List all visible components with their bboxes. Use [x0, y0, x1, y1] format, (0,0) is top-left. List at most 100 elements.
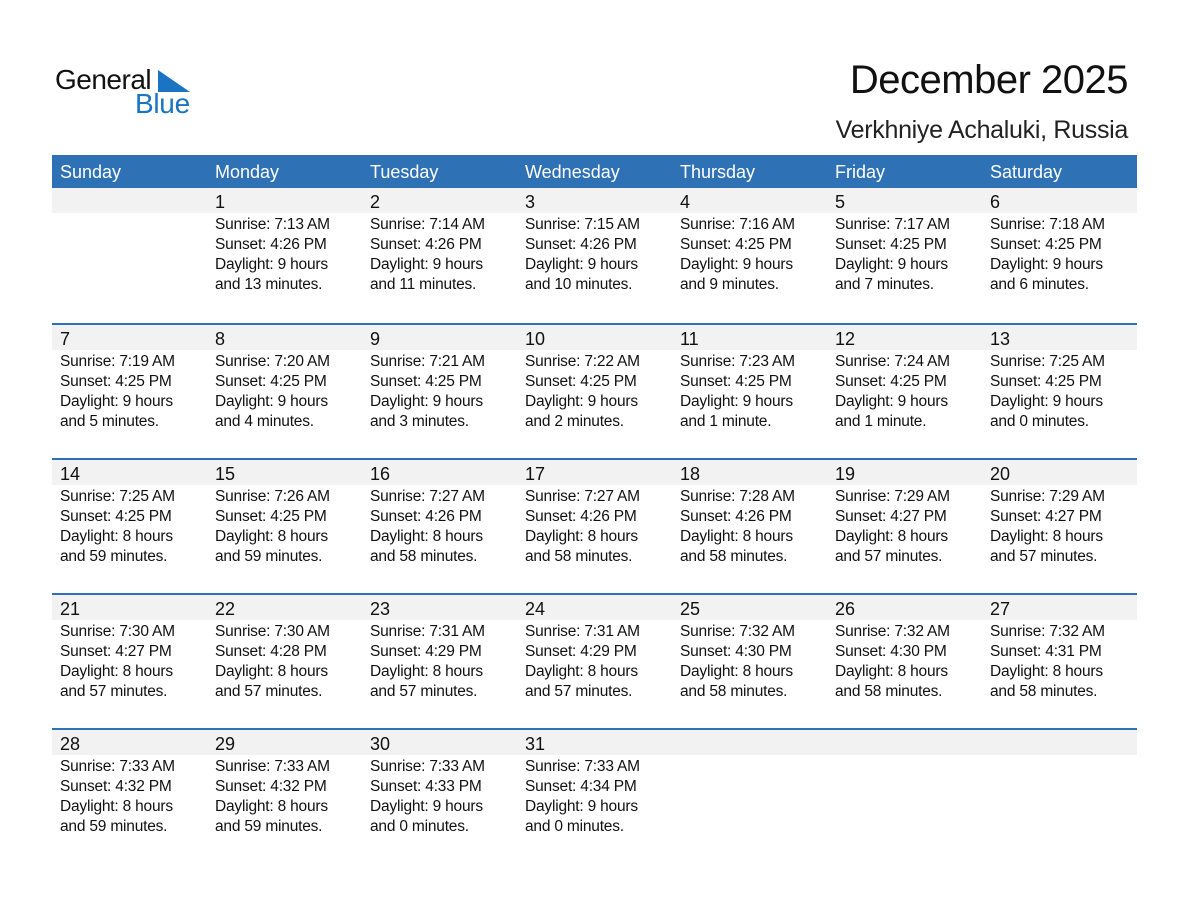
logo-word-blue: Blue — [135, 88, 190, 119]
day-number: 1 — [215, 192, 226, 212]
date-band — [52, 325, 1137, 350]
daylight-minutes: and 58 minutes. — [835, 683, 943, 700]
daylight-minutes: and 1 minute. — [680, 413, 772, 430]
day-cell: 15 Sunrise: 7:26 AM Sunset: 4:25 PM Dayligh… — [207, 460, 362, 567]
daylight-hours: Daylight: 8 hours — [525, 528, 638, 545]
daylight-minutes: and 7 minutes. — [835, 276, 934, 293]
daylight-hours: Daylight: 9 hours — [370, 798, 483, 815]
sunrise-time: Sunrise: 7:16 AM — [680, 216, 795, 233]
page-title: December 2025 — [849, 58, 1129, 102]
day-cell: 8 Sunrise: 7:20 AM Sunset: 4:25 PM Daylight… — [207, 325, 362, 432]
day-cell: 12 Sunrise: 7:24 AM Sunset: 4:25 PM Dayligh… — [827, 325, 982, 432]
day-cell: 6 Sunrise: 7:18 AM Sunset: 4:25 PM Daylight… — [982, 188, 1137, 295]
sunrise-time: Sunrise: 7:20 AM — [215, 353, 330, 370]
daylight-minutes: and 6 minutes. — [990, 276, 1089, 293]
day-number: 17 — [525, 464, 546, 484]
weekday-header-row: Sunday Monday Tuesday Wednesday Thursday Frid… — [52, 155, 1137, 188]
day-number: 19 — [835, 464, 856, 484]
day-number: 24 — [525, 599, 546, 619]
day-cell: 26 Sunrise: 7:32 AM Sunset: 4:30 PM Dayligh… — [827, 595, 982, 702]
daylight-minutes: and 1 minute. — [835, 413, 927, 430]
day-number: 4 — [680, 192, 691, 212]
daylight-minutes: and 5 minutes. — [60, 413, 159, 430]
sunrise-time: Sunrise: 7:15 AM — [525, 216, 640, 233]
daylight-hours: Daylight: 8 hours — [215, 798, 328, 815]
sunrise-time: Sunrise: 7:32 AM — [835, 623, 950, 640]
logo-triangle-icon — [158, 70, 190, 92]
day-cell: 5 Sunrise: 7:17 AM Sunset: 4:25 PM Daylight… — [827, 188, 982, 295]
day-cell: 29 Sunrise: 7:33 AM Sunset: 4:32 PM Dayligh… — [207, 730, 362, 837]
daylight-hours: Daylight: 9 hours — [680, 393, 793, 410]
daylight-minutes: and 58 minutes. — [525, 548, 633, 565]
week-row: 7 Sunrise: 7:19 AM Sunset: 4:25 PM Daylight… — [52, 323, 1137, 458]
weekday-header-sunday: Sunday — [60, 162, 122, 182]
day-cell: 17 Sunrise: 7:27 AM Sunset: 4:26 PM Dayligh… — [517, 460, 672, 567]
daylight-minutes: and 11 minutes. — [370, 276, 477, 293]
sunrise-time: Sunrise: 7:32 AM — [680, 623, 795, 640]
sunset-time: Sunset: 4:30 PM — [680, 643, 792, 660]
day-cell: 1 Sunrise: 7:13 AM Sunset: 4:26 PM Daylight… — [207, 188, 362, 295]
sunset-time: Sunset: 4:26 PM — [370, 236, 482, 253]
daylight-hours: Daylight: 8 hours — [215, 528, 328, 545]
day-number: 27 — [990, 599, 1011, 619]
sunrise-time: Sunrise: 7:19 AM — [60, 353, 175, 370]
sunset-time: Sunset: 4:26 PM — [370, 508, 482, 525]
day-number: 9 — [370, 329, 381, 349]
sunrise-time: Sunrise: 7:30 AM — [60, 623, 175, 640]
daylight-minutes: and 0 minutes. — [525, 818, 624, 835]
day-cell: 9 Sunrise: 7:21 AM Sunset: 4:25 PM Daylight… — [362, 325, 517, 432]
date-band — [52, 595, 1137, 620]
day-number: 12 — [835, 329, 856, 349]
date-band — [52, 460, 1137, 485]
logo-word-general: General — [55, 64, 152, 95]
sunset-time: Sunset: 4:27 PM — [835, 508, 947, 525]
week-row: 21 Sunrise: 7:30 AM Sunset: 4:27 PM Dayligh… — [52, 593, 1137, 728]
day-cell: 18 Sunrise: 7:28 AM Sunset: 4:26 PM Dayligh… — [672, 460, 827, 567]
daylight-hours: Daylight: 9 hours — [215, 393, 328, 410]
daylight-hours: Daylight: 9 hours — [525, 798, 638, 815]
daylight-minutes: and 58 minutes. — [680, 683, 788, 700]
day-cell: 27 Sunrise: 7:32 AM Sunset: 4:31 PM Dayligh… — [982, 595, 1137, 702]
day-cell: 3 Sunrise: 7:15 AM Sunset: 4:26 PM Daylight… — [517, 188, 672, 295]
daylight-hours: Daylight: 8 hours — [835, 528, 948, 545]
day-number: 22 — [215, 599, 236, 619]
daylight-hours: Daylight: 9 hours — [215, 256, 328, 273]
daylight-hours: Daylight: 8 hours — [835, 663, 948, 680]
daylight-hours: Daylight: 9 hours — [990, 256, 1103, 273]
sunset-time: Sunset: 4:26 PM — [680, 508, 792, 525]
sunrise-time: Sunrise: 7:24 AM — [835, 353, 950, 370]
sunrise-time: Sunrise: 7:28 AM — [680, 488, 795, 505]
sunrise-time: Sunrise: 7:31 AM — [525, 623, 640, 640]
sunrise-time: Sunrise: 7:29 AM — [990, 488, 1105, 505]
day-number: 14 — [60, 464, 81, 484]
sunset-time: Sunset: 4:32 PM — [215, 778, 327, 795]
date-band — [52, 188, 1137, 213]
sunset-time: Sunset: 4:25 PM — [215, 508, 327, 525]
daylight-minutes: and 57 minutes. — [215, 683, 323, 700]
daylight-hours: Daylight: 8 hours — [370, 663, 483, 680]
daylight-hours: Daylight: 8 hours — [990, 663, 1103, 680]
day-number: 13 — [990, 329, 1011, 349]
sunset-time: Sunset: 4:27 PM — [990, 508, 1102, 525]
sunset-time: Sunset: 4:25 PM — [680, 236, 792, 253]
sunset-time: Sunset: 4:33 PM — [370, 778, 482, 795]
sunset-time: Sunset: 4:31 PM — [990, 643, 1102, 660]
sunrise-time: Sunrise: 7:32 AM — [990, 623, 1105, 640]
week-row: 14 Sunrise: 7:25 AM Sunset: 4:25 PM Dayligh… — [52, 458, 1137, 593]
daylight-hours: Daylight: 8 hours — [215, 663, 328, 680]
daylight-minutes: and 59 minutes. — [60, 548, 168, 565]
day-cell: 16 Sunrise: 7:27 AM Sunset: 4:26 PM Dayligh… — [362, 460, 517, 567]
daylight-minutes: and 0 minutes. — [370, 818, 469, 835]
sunrise-time: Sunrise: 7:33 AM — [525, 758, 640, 775]
sunset-time: Sunset: 4:25 PM — [60, 373, 172, 390]
sunset-time: Sunset: 4:32 PM — [60, 778, 172, 795]
daylight-minutes: and 58 minutes. — [370, 548, 478, 565]
day-cell: 10 Sunrise: 7:22 AM Sunset: 4:25 PM Dayligh… — [517, 325, 672, 432]
week-row: 28 Sunrise: 7:33 AM Sunset: 4:32 PM Dayligh… — [52, 728, 1137, 863]
sunset-time: Sunset: 4:25 PM — [60, 508, 172, 525]
sunset-time: Sunset: 4:25 PM — [370, 373, 482, 390]
day-cell: 21 Sunrise: 7:30 AM Sunset: 4:27 PM Dayligh… — [52, 595, 207, 702]
daylight-minutes: and 4 minutes. — [215, 413, 314, 430]
sunrise-time: Sunrise: 7:33 AM — [370, 758, 485, 775]
daylight-minutes: and 9 minutes. — [680, 276, 779, 293]
